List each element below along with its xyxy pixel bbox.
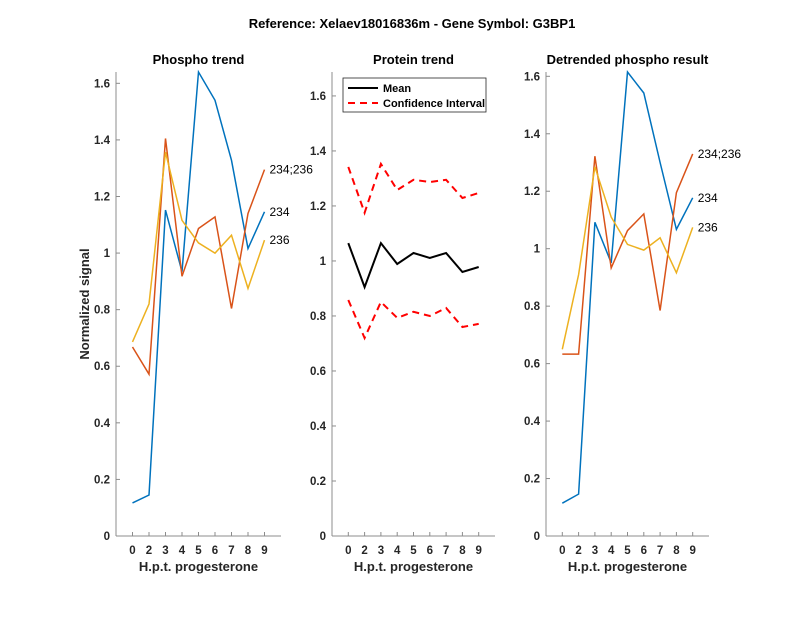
x-tick-label: 7 <box>443 545 449 557</box>
x-tick-label: 6 <box>641 545 647 557</box>
panel-title: Detrended phospho result <box>547 52 709 67</box>
series-end-label: 234 <box>698 191 718 205</box>
y-tick-label: 0.4 <box>524 416 541 428</box>
series-end-label: 234;236 <box>270 163 314 177</box>
x-tick-label: 9 <box>261 545 267 557</box>
x-tick-label: 4 <box>608 545 615 557</box>
series-end-label: 234 <box>270 205 290 219</box>
y-axis-label: Normalized signal <box>77 248 92 359</box>
x-tick-label: 5 <box>624 545 631 557</box>
y-tick-label: 1.6 <box>524 71 540 83</box>
x-axis-label: H.p.t. progesterone <box>568 559 687 574</box>
y-tick-label: 0.8 <box>524 301 541 313</box>
x-tick-label: 7 <box>228 545 234 557</box>
legend-entry: Mean <box>383 83 411 95</box>
y-tick-label: 1.6 <box>94 78 110 90</box>
x-tick-label: 8 <box>459 545 466 557</box>
legend-entry: Confidence Interval <box>383 98 485 110</box>
series-line-mean <box>347 241 479 290</box>
x-tick-label: 0 <box>345 545 351 557</box>
y-tick-label: 0 <box>104 531 110 543</box>
x-tick-label: 3 <box>162 545 168 557</box>
y-tick-label: 1.2 <box>524 186 540 198</box>
x-tick-label: 2 <box>361 545 367 557</box>
y-tick-label: 1.6 <box>310 91 326 103</box>
x-tick-label: 0 <box>129 545 135 557</box>
y-tick-label: 0.4 <box>94 418 111 430</box>
series-line-confidence-interval-upper- <box>347 161 479 216</box>
x-axis-label: H.p.t. progesterone <box>354 559 473 574</box>
y-tick-label: 1.4 <box>94 135 111 147</box>
x-tick-label: 2 <box>575 545 581 557</box>
x-tick-label: 6 <box>212 545 218 557</box>
series-line-confidence-interval-lower- <box>347 299 479 341</box>
y-tick-label: 0.2 <box>310 476 326 488</box>
series-end-label: 236 <box>698 220 718 234</box>
y-tick-label: 0 <box>320 531 326 543</box>
x-tick-label: 4 <box>394 545 401 557</box>
y-tick-label: 0 <box>534 531 540 543</box>
x-tick-label: 6 <box>427 545 433 557</box>
legend-box <box>342 77 487 113</box>
y-tick-label: 0.4 <box>310 421 327 433</box>
x-tick-label: 3 <box>378 545 384 557</box>
x-tick-label: 7 <box>657 545 663 557</box>
y-tick-label: 0.6 <box>94 361 110 373</box>
x-tick-label: 3 <box>592 545 598 557</box>
y-tick-label: 1 <box>320 256 327 268</box>
series-line-236 <box>131 151 266 343</box>
panel-title: Phospho trend <box>153 52 245 67</box>
series-line-234-236 <box>131 138 266 377</box>
y-tick-label: 0.2 <box>94 474 110 486</box>
x-tick-label: 5 <box>195 545 202 557</box>
y-tick-label: 1 <box>534 244 541 256</box>
series-end-label: 234;236 <box>698 147 742 161</box>
series-end-label: 236 <box>270 233 290 247</box>
figure-title: Reference: Xelaev18016836m - Gene Symbol… <box>249 16 576 31</box>
legend: Mean Confidence Interval <box>342 77 487 113</box>
x-tick-label: 5 <box>410 545 417 557</box>
y-tick-label: 0.6 <box>524 359 540 371</box>
x-tick-label: 9 <box>689 545 695 557</box>
y-tick-label: 1 <box>104 248 111 260</box>
y-tick-label: 1.2 <box>94 191 110 203</box>
y-tick-label: 0.8 <box>310 311 327 323</box>
series-line-236 <box>561 166 694 350</box>
x-tick-label: 4 <box>179 545 186 557</box>
y-tick-label: 1.4 <box>310 146 327 158</box>
y-tick-label: 0.6 <box>310 366 326 378</box>
panel-title: Protein trend <box>373 52 454 67</box>
y-tick-label: 1.2 <box>310 201 326 213</box>
x-axis-label: H.p.t. progesterone <box>139 559 258 574</box>
panel-2: Detrended phospho result 0 0.2 0.4 0.6 0.8 1 1.… <box>524 52 741 574</box>
x-tick-label: 8 <box>673 545 680 557</box>
x-tick-label: 2 <box>146 545 152 557</box>
y-tick-label: 1.4 <box>524 129 541 141</box>
y-tick-label: 0.2 <box>524 474 540 486</box>
y-tick-label: 0.8 <box>94 305 111 317</box>
x-tick-label: 8 <box>245 545 252 557</box>
x-tick-label: 0 <box>559 545 565 557</box>
x-tick-label: 9 <box>475 545 481 557</box>
